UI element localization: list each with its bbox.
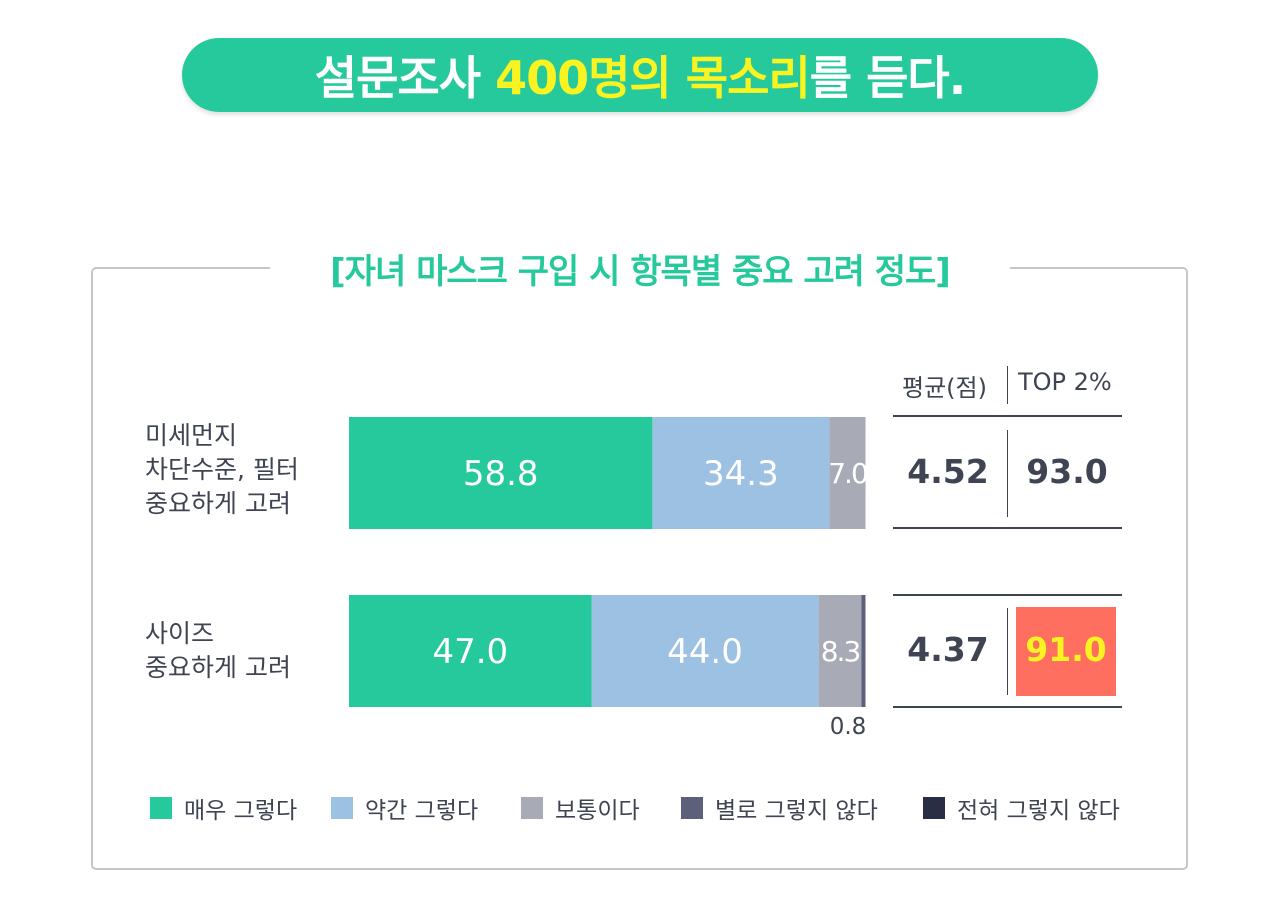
bar-value-label: 8.3 (821, 635, 860, 668)
row-label-dust: 미세먼지 차단수준, 필터 중요하게 고려 (145, 419, 299, 521)
bar-segment (861, 595, 866, 707)
top2-row1: 93.0 (1026, 452, 1108, 491)
table-divider (1007, 430, 1008, 517)
row-label-line: 차단수준, 필터 (145, 455, 299, 484)
row-label-line: 사이즈 (145, 619, 215, 648)
table-rule (893, 594, 1122, 596)
legend-swatch (681, 797, 703, 819)
legend-swatch (150, 797, 172, 819)
table-rule (893, 706, 1122, 708)
row-label-size: 사이즈 중요하게 고려 (145, 617, 291, 685)
legend-item-not-really: 별로 그렇지 않다 (681, 795, 878, 824)
legend-label: 전혀 그렇지 않다 (957, 798, 1120, 824)
banner-title-part1: 설문조사 (314, 51, 496, 105)
row-label-line: 중요하게 고려 (145, 653, 291, 682)
legend-swatch (331, 797, 353, 819)
table-rule (893, 415, 1122, 417)
legend-item-very: 매우 그렇다 (150, 795, 297, 824)
bar-segment (349, 595, 592, 707)
bar-value-label: 44.0 (667, 632, 743, 672)
legend-label: 보통이다 (555, 798, 640, 824)
legend-swatch (521, 797, 543, 819)
bar-segment (349, 417, 653, 529)
bar-value-label: 7.0 (828, 457, 867, 490)
banner-title-highlight: 400명의 목소리 (495, 51, 811, 105)
header-divider (1007, 366, 1008, 404)
row-label-line: 미세먼지 (145, 421, 238, 450)
table-divider (1007, 608, 1008, 695)
legend-item-somewhat: 약간 그렇다 (331, 795, 478, 824)
bar-value-label: 58.8 (463, 454, 539, 494)
legend-item-neutral: 보통이다 (521, 795, 640, 824)
chart-title: [자녀 마스크 구입 시 항목별 중요 고려 정도] (270, 244, 1010, 292)
header-top2: TOP 2% (1018, 368, 1112, 396)
bar-value-label: 0.8 (830, 714, 867, 740)
bar-segment (652, 417, 830, 529)
title-banner: 설문조사 400명의 목소리를 듣다. (182, 38, 1098, 112)
table-rule (893, 527, 1122, 529)
legend-label: 별로 그렇지 않다 (715, 798, 878, 824)
banner-title-part2: 를 듣다. (809, 51, 966, 105)
bar-segment (818, 595, 862, 707)
bar-value-label: 34.3 (703, 454, 779, 494)
legend-swatch (923, 797, 945, 819)
bar-segment (591, 595, 819, 707)
top2-row2: 91.0 (1025, 630, 1107, 669)
banner-title: 설문조사 400명의 목소리를 듣다. (314, 42, 966, 108)
top2-highlight-box (1016, 607, 1116, 696)
avg-score-row2: 4.37 (907, 630, 989, 669)
avg-score-row1: 4.52 (907, 452, 989, 491)
legend-item-not-at-all: 전혀 그렇지 않다 (923, 795, 1120, 824)
legend-label: 약간 그렇다 (365, 798, 479, 824)
header-average: 평균(점) (902, 374, 987, 402)
bar-segment (829, 417, 866, 529)
bar-value-label: 47.0 (432, 632, 508, 672)
row-label-line: 중요하게 고려 (145, 489, 291, 518)
legend-label: 매우 그렇다 (184, 798, 298, 824)
